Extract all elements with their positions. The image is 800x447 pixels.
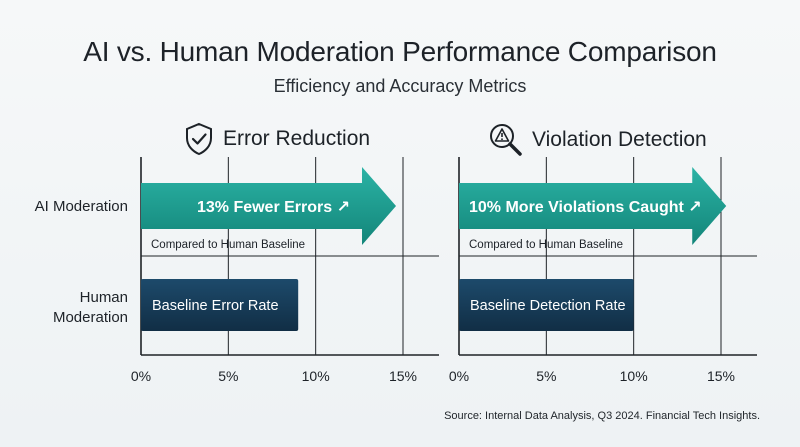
row-label-human: Human Moderation xyxy=(18,288,128,328)
row-label-human-line1: Human xyxy=(79,289,128,306)
error-bar-human-label: Baseline Error Rate xyxy=(152,298,279,314)
error-tick-label: 15% xyxy=(389,368,417,384)
row-label-human-line2: Moderation xyxy=(52,309,128,326)
error-bar-ai xyxy=(141,167,397,245)
error-bar-ai-label: 13% Fewer Errors ↗ xyxy=(197,199,350,216)
magnifier-warning-icon xyxy=(490,124,522,156)
chart-title: AI vs. Human Moderation Performance Comp… xyxy=(83,36,717,67)
violation-tick-label: 10% xyxy=(620,368,648,384)
error-annotation: Compared to Human Baseline xyxy=(151,239,305,251)
error-tick-label: 10% xyxy=(302,368,330,384)
violation-annotation: Compared to Human Baseline xyxy=(469,239,623,251)
violation-bar-ai xyxy=(459,167,727,245)
panel-title-error: Error Reduction xyxy=(183,122,370,156)
chart-subtitle: Efficiency and Accuracy Metrics xyxy=(273,76,527,96)
shield-check-icon xyxy=(186,122,212,156)
error-tick-label: 5% xyxy=(218,368,238,384)
panel-title-violation-text: Violation Detection xyxy=(532,128,707,151)
violation-bar-human xyxy=(459,279,634,331)
violation-tick-label: 5% xyxy=(536,368,556,384)
violation-tick-label: 0% xyxy=(449,368,469,384)
source-note: Source: Internal Data Analysis, Q3 2024.… xyxy=(444,410,760,422)
error-bar-human xyxy=(141,279,299,331)
error-tick-label: 0% xyxy=(131,368,151,384)
row-label-ai: AI Moderation xyxy=(34,198,128,215)
violation-bar-human-label: Baseline Detection Rate xyxy=(470,298,626,314)
panel-title-violation: Violation Detection xyxy=(488,122,707,158)
violation-bar-ai-label: 10% More Violations Caught ↗ xyxy=(469,199,702,216)
panel-title-error-text: Error Reduction xyxy=(223,127,371,150)
violation-tick-label: 15% xyxy=(707,368,735,384)
